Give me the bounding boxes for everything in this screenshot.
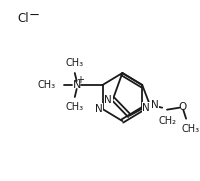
Text: CH₃: CH₃ — [66, 102, 84, 112]
Text: −: − — [29, 9, 40, 22]
Text: N: N — [73, 80, 81, 90]
Text: N: N — [104, 95, 112, 105]
Text: Cl: Cl — [17, 12, 29, 24]
Text: CH₃: CH₃ — [66, 58, 84, 68]
Text: O: O — [178, 102, 186, 112]
Text: CH₃: CH₃ — [182, 124, 200, 134]
Text: N: N — [151, 100, 158, 110]
Text: CH₂: CH₂ — [159, 116, 177, 126]
Text: CH₃: CH₃ — [38, 80, 56, 90]
Text: N: N — [95, 104, 103, 114]
Text: +: + — [77, 75, 85, 85]
Text: N: N — [142, 103, 150, 113]
